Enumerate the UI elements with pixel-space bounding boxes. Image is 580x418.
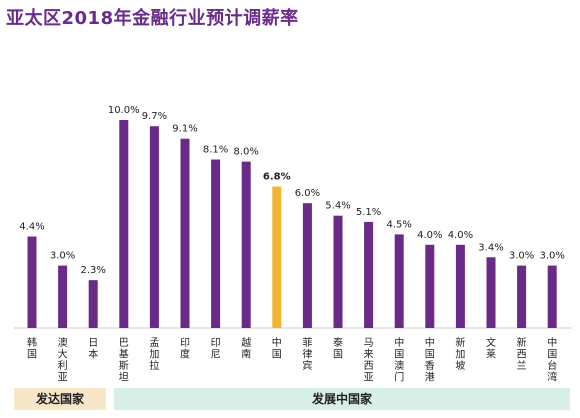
value-label-2: 2.3% xyxy=(80,265,105,276)
value-label-17: 3.0% xyxy=(539,251,564,262)
value-label-14: 4.0% xyxy=(448,230,473,241)
category-label-14: 新加坡 xyxy=(455,336,465,372)
bar-9 xyxy=(302,203,312,328)
value-label-13: 4.0% xyxy=(417,230,442,241)
bar-6 xyxy=(211,159,221,328)
value-label-11: 5.1% xyxy=(356,207,381,218)
bar-14 xyxy=(455,244,465,328)
value-label-5: 9.1% xyxy=(172,124,197,135)
category-label-1: 澳大利亚 xyxy=(58,336,68,384)
value-label-0: 4.4% xyxy=(19,221,44,232)
bar-11 xyxy=(364,221,374,328)
category-label-13: 中国香港 xyxy=(425,336,435,384)
value-label-4: 9.7% xyxy=(142,111,167,122)
bar-10 xyxy=(333,215,343,328)
category-label-7: 越南 xyxy=(241,336,251,361)
category-label-16: 新西兰 xyxy=(517,336,527,372)
category-label-4: 孟加拉 xyxy=(149,337,159,372)
value-label-16: 3.0% xyxy=(509,251,534,262)
bar-0 xyxy=(27,236,37,328)
category-label-17: 中国台湾 xyxy=(547,336,557,384)
group-label-developing: 发展中国家 xyxy=(114,388,570,410)
bar-7 xyxy=(241,161,251,328)
bar-15 xyxy=(486,257,496,328)
value-label-1: 3.0% xyxy=(50,251,75,262)
bar-1 xyxy=(58,265,68,328)
category-label-6: 印尼 xyxy=(211,337,221,361)
value-label-8: 6.8% xyxy=(263,172,291,183)
value-label-7: 8.0% xyxy=(233,147,258,158)
category-label-10: 泰国 xyxy=(333,336,343,361)
category-label-0: 韩国 xyxy=(27,336,37,361)
value-label-9: 6.0% xyxy=(295,188,320,199)
bar-16 xyxy=(517,265,527,328)
bar-5 xyxy=(180,138,190,328)
category-label-15: 文莱 xyxy=(486,336,496,361)
group-label-developed: 发达国家 xyxy=(14,388,106,410)
value-label-12: 4.5% xyxy=(386,219,411,230)
category-label-3: 巴基斯坦 xyxy=(119,337,129,384)
category-label-2: 日本 xyxy=(88,338,98,361)
category-label-8: 中国 xyxy=(272,336,282,361)
value-label-6: 8.1% xyxy=(203,145,228,156)
bar-4 xyxy=(149,126,159,329)
category-label-12: 中国澳门 xyxy=(394,336,404,384)
bar-12 xyxy=(394,234,404,328)
bar-13 xyxy=(425,244,435,328)
bar-3 xyxy=(119,120,129,328)
value-label-3: 10.0% xyxy=(108,105,140,116)
bar-8 xyxy=(272,186,282,328)
bar-17 xyxy=(547,265,557,328)
category-label-11: 马来西亚 xyxy=(364,337,374,384)
chart-title: 亚太区2018年金融行业预计调薪率 xyxy=(6,8,299,29)
value-label-10: 5.4% xyxy=(325,201,350,212)
category-label-5: 印度 xyxy=(180,337,190,361)
value-label-15: 3.4% xyxy=(478,242,503,253)
category-label-9: 菲律宾 xyxy=(302,337,312,372)
bar-2 xyxy=(88,280,98,328)
